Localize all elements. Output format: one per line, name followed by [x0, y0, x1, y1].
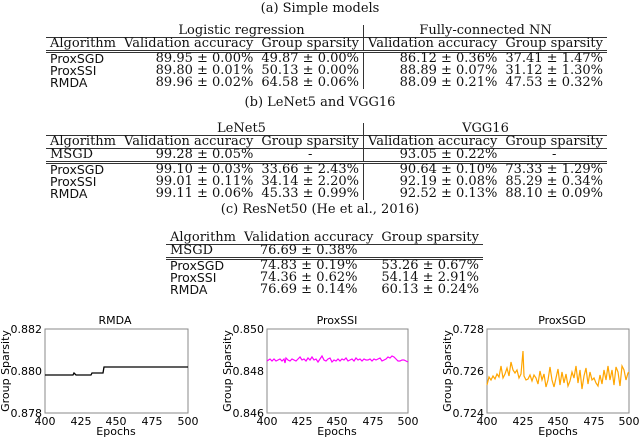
col-algorithm: Algorithm [46, 135, 120, 149]
proxssi-line [266, 354, 409, 364]
svg-text:0.728: 0.728 [453, 323, 485, 336]
plot-proxsgd: ProxSGD 0.728 0.726 0.724 400 425 450 47… [420, 300, 640, 439]
svg-text:400: 400 [477, 415, 498, 428]
table-row: RMDA 89.96 ± 0.02% 64.58 ± 0.06% 88.09 ±… [50, 75, 603, 90]
table-c: Algorithm Validation accuracy Group spar… [166, 231, 483, 297]
svg-text:400: 400 [257, 415, 278, 428]
col-algorithm: Algorithm [46, 37, 120, 53]
table-b: LeNet5 VGG16 Algorithm Validation accura… [46, 121, 607, 201]
plot-frame [486, 328, 630, 414]
proxsgd-line [486, 350, 630, 390]
col-val-acc: Validation accuracy [363, 135, 502, 149]
table-row: ProxSGD 89.95 ± 0.00% 49.87 ± 0.00% 86.1… [50, 51, 603, 66]
table-b-group-vgg16: VGG16 [462, 121, 509, 136]
svg-text:475: 475 [584, 415, 605, 428]
col-val-acc: Validation accuracy [240, 231, 378, 245]
plot-rmda-svg: RMDA 0.882 0.880 0.878 400 425 450 475 5… [0, 314, 199, 438]
col-group-sparsity: Group sparsity [501, 135, 607, 149]
col-group-sparsity: Group sparsity [257, 135, 365, 149]
svg-text:0.726: 0.726 [453, 365, 485, 378]
table-row: ProxSSI 89.80 ± 0.01% 50.13 ± 0.00% 88.8… [50, 63, 603, 78]
plot-title: ProxSGD [538, 314, 586, 327]
col-val-acc: Validation accuracy [120, 37, 258, 53]
table-row: RMDA 76.69 ± 0.14% 60.13 ± 0.24% [170, 282, 479, 297]
svg-text:0.880: 0.880 [11, 365, 43, 378]
svg-text:0.850: 0.850 [233, 323, 265, 336]
svg-text:0.878: 0.878 [11, 407, 43, 420]
svg-text:450: 450 [106, 415, 127, 428]
table-b-caption: (b) LeNet5 and VGG16 [244, 95, 396, 110]
svg-text:475: 475 [142, 415, 163, 428]
plot-proxssi-svg: ProxSSI 0.850 0.848 0.846 400 425 450 47… [221, 314, 419, 438]
col-algorithm: Algorithm [166, 231, 240, 245]
y-axis-label: Group Sparsity [0, 330, 12, 412]
svg-text:475: 475 [363, 415, 384, 428]
plot-title: ProxSSI [317, 314, 358, 327]
x-axis-label: Epochs [538, 425, 578, 438]
table-row: MSGD 76.69 ± 0.38% [166, 244, 483, 260]
plot-frame [44, 328, 189, 414]
table-a-group-fcnn: Fully-connected NN [419, 23, 552, 38]
table-row: MSGD 99.28 ± 0.05% - 93.05 ± 0.22% - [46, 148, 607, 164]
svg-text:425: 425 [513, 415, 534, 428]
svg-text:425: 425 [292, 415, 313, 428]
plot-proxsgd-svg: ProxSGD 0.728 0.726 0.724 400 425 450 47… [441, 314, 640, 438]
svg-text:425: 425 [71, 415, 92, 428]
svg-text:450: 450 [548, 415, 569, 428]
col-val-acc: Validation accuracy [363, 37, 502, 53]
table-a-group-logistic: Logistic regression [120, 24, 364, 38]
plot-rmda: RMDA 0.882 0.880 0.878 400 425 450 475 5… [0, 300, 215, 439]
y-axis-label: Group Sparsity [441, 330, 454, 412]
col-group-sparsity: Group sparsity [377, 231, 483, 245]
x-axis-label: Epochs [96, 425, 136, 438]
table-a-caption: (a) Simple models [260, 1, 380, 16]
svg-text:500: 500 [178, 415, 199, 428]
table-b-group-lenet5: LeNet5 [120, 122, 364, 136]
table-row: ProxSSI 99.01 ± 0.11% 34.14 ± 2.20% 92.1… [50, 174, 603, 189]
col-val-acc: Validation accuracy [120, 135, 258, 149]
col-group-sparsity: Group sparsity [501, 37, 607, 53]
col-group-sparsity: Group sparsity [257, 37, 365, 53]
x-axis-label: Epochs [317, 425, 357, 438]
svg-text:500: 500 [619, 415, 640, 428]
table-c-caption: (c) ResNet50 (He et al., 2016) [220, 202, 420, 217]
svg-text:450: 450 [327, 415, 348, 428]
table-row: ProxSSI 74.36 ± 0.62% 54.14 ± 2.91% [170, 270, 479, 285]
svg-text:0.882: 0.882 [11, 323, 43, 336]
table-row: ProxSGD 99.10 ± 0.03% 33.66 ± 2.43% 90.6… [50, 162, 603, 177]
svg-text:500: 500 [398, 415, 419, 428]
plot-proxssi: ProxSSI 0.850 0.848 0.846 400 425 450 47… [210, 300, 425, 439]
table-row: ProxSGD 74.83 ± 0.19% 53.26 ± 0.67% [170, 258, 479, 273]
svg-text:0.724: 0.724 [453, 407, 485, 420]
svg-text:0.848: 0.848 [233, 365, 265, 378]
svg-text:400: 400 [35, 415, 56, 428]
rmda-line [45, 366, 188, 376]
y-axis-label: Group Sparsity [221, 330, 234, 412]
plot-frame [266, 328, 409, 414]
table-a: Logistic regression Fully-connected NN A… [46, 23, 607, 90]
table-row: RMDA 99.11 ± 0.06% 45.33 ± 0.99% 92.52 ±… [50, 186, 603, 201]
plot-title: RMDA [99, 314, 132, 327]
svg-text:0.846: 0.846 [233, 407, 265, 420]
